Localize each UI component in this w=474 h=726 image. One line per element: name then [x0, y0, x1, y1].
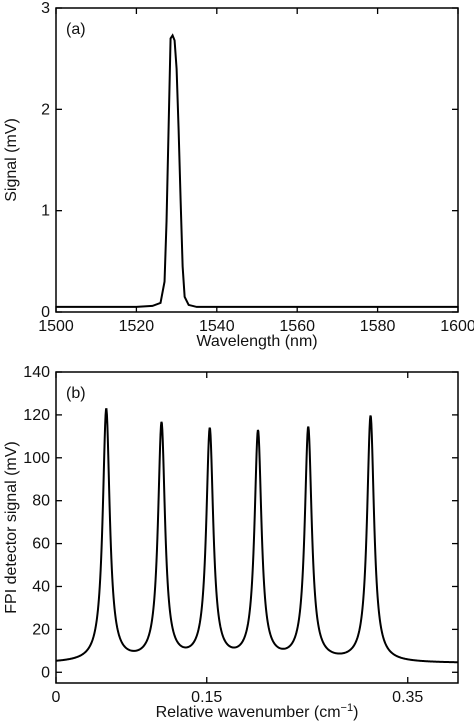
panel-b-y-axis-label: FPI detector signal (mV) [3, 441, 20, 614]
panel-b-y-tick-label: 140 [23, 364, 50, 381]
panel-a-plot-frame [55, 7, 459, 313]
panel-b-series-line [55, 408, 459, 664]
panel-b-x-axis-label-superscript: −1 [341, 702, 354, 714]
panel-b-y-tick-label: 40 [32, 578, 50, 595]
panel-a-y-tick-label: 3 [41, 0, 50, 17]
panel-a-series-line [56, 33, 458, 308]
panel-b-y-tick-label: 100 [23, 450, 50, 467]
panel-a-x-tick-label: 1540 [199, 318, 235, 335]
panel-b-y-tick-label: 20 [32, 621, 50, 638]
panel-a-ticks: 1500 1520 1540 1560 1580 1600 0 1 2 3 [38, 0, 474, 335]
panel-b-chart: 0 0.15 0.35 0 20 40 60 80 100 120 140 (b) Relative… [3, 364, 459, 721]
panel-b-tag: (b) [66, 385, 86, 402]
panel-a-x-tick-label: 1600 [440, 318, 474, 335]
panel-a-x-axis-label: Wavelength (nm) [196, 333, 317, 350]
panel-a-y-tick-label: 1 [41, 203, 50, 220]
panel-b-y-tick-label: 80 [32, 493, 50, 510]
panel-a-x-tick-label: 1580 [360, 318, 396, 335]
panel-a-chart: 1500 1520 1540 1560 1580 1600 0 1 2 3 (a) Wavelen… [3, 0, 474, 350]
panel-b-y-tick-label: 120 [23, 407, 50, 424]
panel-b-x-axis-label: Relative wavenumber (cm−1) [156, 702, 359, 721]
panel-b-x-axis-label-main: Relative wavenumber (cm [156, 704, 341, 721]
panel-b-y-tick-label: 0 [41, 664, 50, 681]
panel-a-x-tick-label: 1500 [38, 318, 74, 335]
panel-b-ticks: 0 0.15 0.35 0 20 40 60 80 100 120 140 [23, 364, 458, 706]
panel-b-x-tick-label: 0.35 [392, 689, 423, 706]
panel-b-x-tick-label: 0 [52, 689, 61, 706]
panel-a-y-tick-label: 0 [41, 304, 50, 321]
panel-a-y-axis-label: Signal (mV) [3, 118, 20, 202]
panel-a-y-tick-label: 2 [41, 101, 50, 118]
panel-a-x-tick-label: 1520 [119, 318, 155, 335]
panel-b-plot-frame [55, 371, 459, 684]
panel-b-x-axis-label-suffix: ) [353, 704, 358, 721]
panel-b-x-tick-label: 0.15 [191, 689, 222, 706]
panel-b-y-tick-label: 60 [32, 536, 50, 553]
panel-a-tag: (a) [66, 21, 86, 38]
panel-a-x-tick-label: 1560 [279, 318, 315, 335]
